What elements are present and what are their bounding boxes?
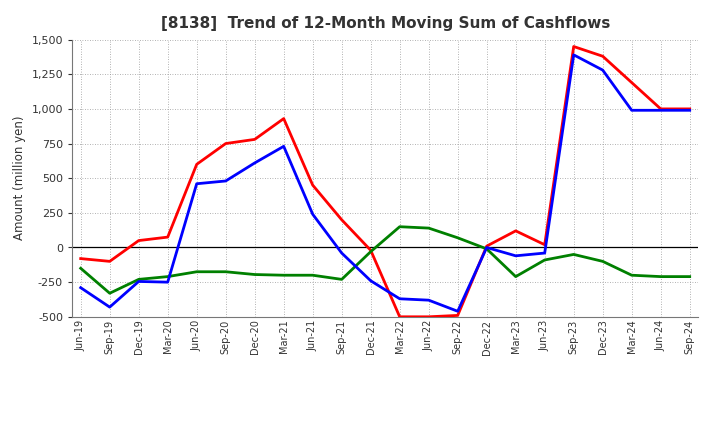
Operating Cashflow [424,314,433,319]
Investing Cashflow [192,269,201,275]
Investing Cashflow [135,277,143,282]
Line: Free Cashflow: Free Cashflow [81,55,690,311]
Operating Cashflow [511,228,520,234]
Free Cashflow [657,108,665,113]
Investing Cashflow [105,290,114,296]
Investing Cashflow [482,246,491,252]
Title: [8138]  Trend of 12-Month Moving Sum of Cashflows: [8138] Trend of 12-Month Moving Sum of C… [161,16,610,32]
Investing Cashflow [76,266,85,271]
Operating Cashflow [482,243,491,249]
Investing Cashflow [511,274,520,279]
Free Cashflow [192,181,201,187]
Operating Cashflow [221,141,230,146]
Free Cashflow [279,144,288,149]
Y-axis label: Amount (million yen): Amount (million yen) [13,116,26,240]
Operating Cashflow [570,44,578,49]
Investing Cashflow [627,272,636,278]
Free Cashflow [221,178,230,183]
Free Cashflow [251,160,259,165]
Investing Cashflow [657,274,665,279]
Free Cashflow [482,245,491,250]
Free Cashflow [541,250,549,256]
Investing Cashflow [395,224,404,229]
Free Cashflow [163,279,172,285]
Free Cashflow [454,308,462,314]
Free Cashflow [76,285,85,290]
Investing Cashflow [251,272,259,277]
Operating Cashflow [338,217,346,222]
Operating Cashflow [105,259,114,264]
Free Cashflow [308,212,317,217]
Free Cashflow [338,250,346,256]
Investing Cashflow [163,274,172,279]
Free Cashflow [570,52,578,58]
Investing Cashflow [685,274,694,279]
Free Cashflow [598,67,607,73]
Operating Cashflow [598,54,607,59]
Operating Cashflow [251,137,259,142]
Free Cashflow [627,108,636,113]
Free Cashflow [511,253,520,258]
Operating Cashflow [192,161,201,167]
Free Cashflow [135,279,143,284]
Operating Cashflow [541,242,549,247]
Operating Cashflow [163,235,172,240]
Free Cashflow [685,108,694,113]
Operating Cashflow [308,183,317,188]
Operating Cashflow [685,106,694,111]
Operating Cashflow [135,238,143,243]
Line: Investing Cashflow: Investing Cashflow [81,227,690,293]
Investing Cashflow [454,235,462,240]
Line: Operating Cashflow: Operating Cashflow [81,47,690,317]
Free Cashflow [366,278,375,283]
Investing Cashflow [598,259,607,264]
Investing Cashflow [279,272,288,278]
Operating Cashflow [657,106,665,111]
Investing Cashflow [570,252,578,257]
Operating Cashflow [395,314,404,319]
Investing Cashflow [424,225,433,231]
Investing Cashflow [366,249,375,254]
Free Cashflow [395,296,404,301]
Investing Cashflow [338,277,346,282]
Operating Cashflow [76,256,85,261]
Free Cashflow [105,304,114,310]
Investing Cashflow [541,257,549,263]
Operating Cashflow [366,248,375,253]
Operating Cashflow [279,116,288,121]
Free Cashflow [424,297,433,303]
Operating Cashflow [627,80,636,85]
Operating Cashflow [454,313,462,318]
Investing Cashflow [221,269,230,275]
Investing Cashflow [308,272,317,278]
